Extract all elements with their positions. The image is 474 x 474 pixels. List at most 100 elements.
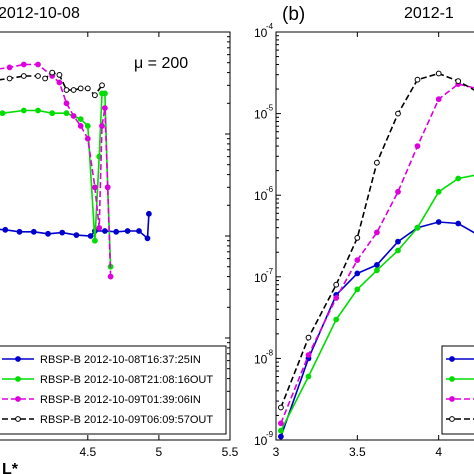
data-point	[56, 79, 63, 86]
data-point	[374, 229, 380, 236]
data-point	[42, 75, 48, 82]
data-point	[92, 184, 98, 191]
data-point	[113, 228, 120, 235]
panel-label: (b)	[282, 4, 305, 25]
data-point	[70, 113, 77, 119]
data-point	[278, 420, 284, 427]
data-point	[49, 69, 56, 76]
data-point	[84, 123, 91, 129]
data-point	[20, 107, 27, 114]
data-point	[2, 226, 9, 233]
y-tick-exponent: -5	[266, 104, 274, 113]
data-point	[374, 159, 380, 166]
data-point	[124, 228, 131, 234]
x-tick-label: 3	[273, 445, 280, 459]
data-point	[435, 96, 442, 103]
data-point	[395, 247, 401, 254]
x-tick-label: 5	[156, 445, 163, 459]
data-point	[278, 404, 284, 411]
legend-marker	[449, 376, 455, 382]
data-point	[333, 316, 340, 323]
data-point	[6, 75, 13, 82]
left-panel: 2012-10-08 4.5 5 5.5 L* μ = 200 RBSP-B 2012-10…	[0, 5, 239, 474]
data-point	[45, 230, 51, 237]
data-point	[63, 87, 70, 93]
data-point	[354, 286, 361, 293]
right-panel: (b) 2012-13 3.5 410-910-810-710-610-510-4	[254, 4, 474, 459]
data-point	[49, 110, 56, 117]
legend-marker	[15, 396, 21, 402]
left-title: 2012-10-08	[0, 5, 80, 22]
data-point	[56, 72, 63, 78]
data-point	[435, 188, 442, 195]
data-point	[99, 82, 105, 89]
data-point	[305, 352, 312, 358]
data-point	[414, 76, 421, 83]
data-point	[333, 295, 340, 301]
legend-marker	[15, 356, 21, 362]
data-point	[63, 110, 70, 117]
data-point	[16, 228, 23, 235]
y-tick-label: 10	[254, 271, 268, 285]
data-point	[395, 188, 401, 195]
data-point	[455, 220, 462, 227]
right-axes-frame	[275, 31, 474, 441]
legend-marker	[449, 356, 455, 362]
legend-marker	[15, 416, 21, 422]
x-tick-label: 3.5	[349, 445, 366, 459]
x-tick-label: 4	[435, 445, 442, 459]
data-point	[63, 100, 70, 107]
data-point	[0, 110, 6, 117]
legend-label: RBSP-B 2012-10-08T21:08:16OUT	[40, 374, 213, 386]
left-x-axis-label: L*	[2, 461, 19, 474]
data-point	[70, 87, 77, 93]
data-point	[96, 225, 103, 231]
data-point	[73, 232, 80, 239]
data-point	[104, 184, 111, 191]
data-point	[35, 73, 41, 79]
series-line-1	[280, 174, 474, 432]
data-point	[374, 267, 380, 274]
data-point	[35, 61, 41, 68]
data-point	[102, 90, 108, 97]
data-point	[374, 262, 380, 268]
x-tick-label: 4.5	[79, 445, 96, 459]
data-point	[6, 64, 13, 71]
data-point	[102, 105, 108, 111]
data-point	[354, 235, 361, 241]
data-point	[77, 123, 84, 129]
legend-label: RBSP-B 2012-10-09T06:09:57OUT	[40, 414, 213, 426]
data-point	[435, 70, 442, 77]
legend-label: RBSP-B 2012-10-08T16:37:25IN	[40, 354, 201, 366]
data-point	[136, 228, 142, 234]
right-title: 2012-1	[404, 5, 454, 22]
data-point	[77, 116, 84, 122]
data-point	[435, 219, 442, 225]
data-point	[354, 257, 361, 264]
legend-label: RBSP-B 2012-10-09T01:39:06IN	[40, 394, 201, 406]
data-point	[99, 123, 105, 129]
data-point	[278, 427, 284, 434]
data-point	[92, 92, 98, 99]
data-point	[20, 61, 27, 68]
y-tick-label: 10	[254, 108, 268, 122]
y-tick-exponent: -8	[266, 348, 274, 357]
y-tick-exponent: -6	[266, 185, 274, 194]
x-tick-label: 5.5	[222, 445, 239, 459]
data-point	[30, 228, 37, 235]
data-point	[395, 238, 401, 245]
data-point	[84, 135, 91, 142]
data-point	[305, 334, 312, 341]
data-point	[354, 270, 361, 277]
y-tick-label: 10	[254, 352, 268, 366]
series-line-3	[280, 72, 474, 408]
y-tick-label: 10	[254, 26, 268, 40]
data-point	[84, 85, 91, 92]
y-tick-label: 10	[254, 189, 268, 203]
left-legend-box	[0, 345, 227, 435]
data-point	[77, 85, 84, 92]
data-point	[278, 433, 284, 440]
data-point	[414, 143, 421, 150]
y-tick-exponent: -4	[266, 22, 274, 31]
